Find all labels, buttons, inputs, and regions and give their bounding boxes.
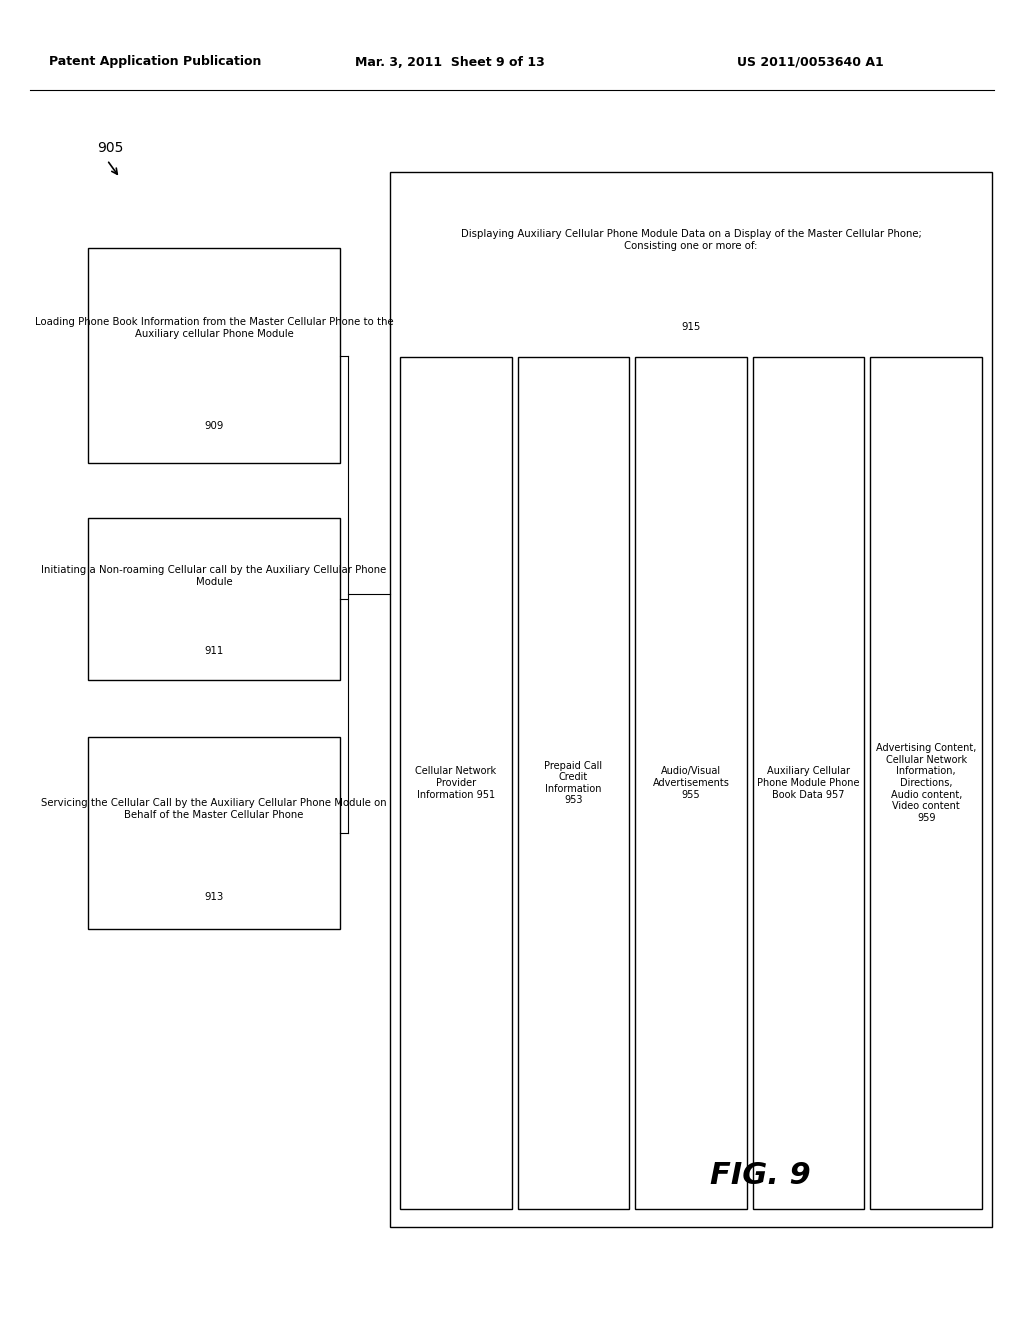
Text: Patent Application Publication: Patent Application Publication	[49, 55, 261, 69]
Bar	[517, 356, 629, 1209]
Bar	[88, 248, 340, 463]
Text: Displaying Auxiliary Cellular Phone Module Data on a Display of the Master Cellu: Displaying Auxiliary Cellular Phone Modu…	[461, 230, 922, 251]
Text: 913: 913	[205, 892, 223, 902]
Text: Prepaid Call
Credit
Information
953: Prepaid Call Credit Information 953	[545, 760, 602, 805]
Bar	[753, 356, 864, 1209]
Bar	[390, 172, 992, 1228]
Text: 909: 909	[205, 421, 223, 432]
Text: Cellular Network
Provider
Information 951: Cellular Network Provider Information 95…	[416, 767, 497, 800]
Text: US 2011/0053640 A1: US 2011/0053640 A1	[736, 55, 884, 69]
Text: FIG. 9: FIG. 9	[710, 1160, 810, 1189]
Text: Mar. 3, 2011  Sheet 9 of 13: Mar. 3, 2011 Sheet 9 of 13	[355, 55, 545, 69]
Text: Servicing the Cellular Call by the Auxiliary Cellular Phone Module on
Behalf of : Servicing the Cellular Call by the Auxil…	[41, 799, 387, 820]
Text: Initiating a Non-roaming Cellular call by the Auxiliary Cellular Phone
Module: Initiating a Non-roaming Cellular call b…	[41, 565, 387, 587]
Bar	[400, 356, 512, 1209]
Text: Audio/Visual
Advertisements
955: Audio/Visual Advertisements 955	[652, 767, 729, 800]
Text: Loading Phone Book Information from the Master Cellular Phone to the
Auxiliary c: Loading Phone Book Information from the …	[35, 317, 393, 339]
Text: 905: 905	[97, 141, 123, 154]
Bar	[88, 737, 340, 929]
Text: 915: 915	[681, 322, 700, 333]
Bar	[870, 356, 982, 1209]
Text: Auxiliary Cellular
Phone Module Phone
Book Data 957: Auxiliary Cellular Phone Module Phone Bo…	[758, 767, 860, 800]
Text: Advertising Content,
Cellular Network
Information,
Directions,
Audio content,
Vi: Advertising Content, Cellular Network In…	[876, 743, 977, 822]
Bar	[88, 517, 340, 680]
Text: 911: 911	[205, 645, 223, 656]
Bar	[635, 356, 746, 1209]
